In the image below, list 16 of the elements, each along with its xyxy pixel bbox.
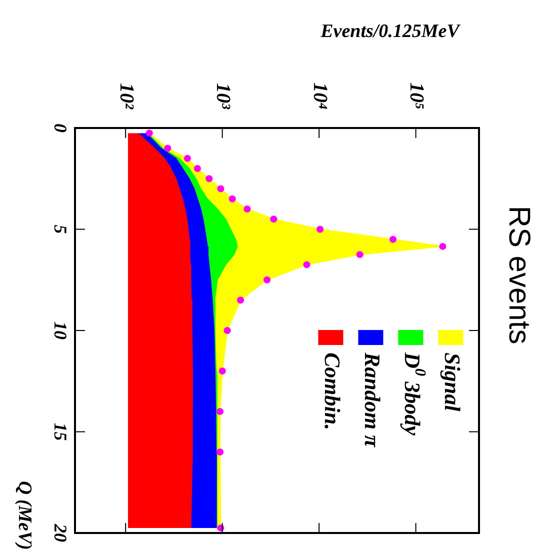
y-tick-label: 5 [50, 224, 70, 234]
text: RS events [502, 206, 536, 344]
x-axis-title: Events/0.125MeV [320, 20, 461, 42]
legend-label: Signal [440, 352, 466, 412]
legend-label: Random π [360, 352, 386, 448]
x-tick-label: 10⁴ [308, 82, 331, 110]
x-tick-label: 10² [115, 83, 138, 110]
y-tick-label: 20 [50, 523, 70, 542]
y-tick-label: 0 [50, 124, 70, 132]
y-axis-title: Q (MeV) [14, 480, 36, 550]
x-tick-label: 10⁵ [406, 82, 428, 110]
legend-label: Combin. [320, 352, 346, 430]
legend-label: D0 3body [400, 352, 429, 436]
x-tick-label: 10³ [212, 83, 234, 110]
y-tick-label: 15 [50, 422, 70, 441]
y-tick-label: 10 [50, 322, 70, 340]
